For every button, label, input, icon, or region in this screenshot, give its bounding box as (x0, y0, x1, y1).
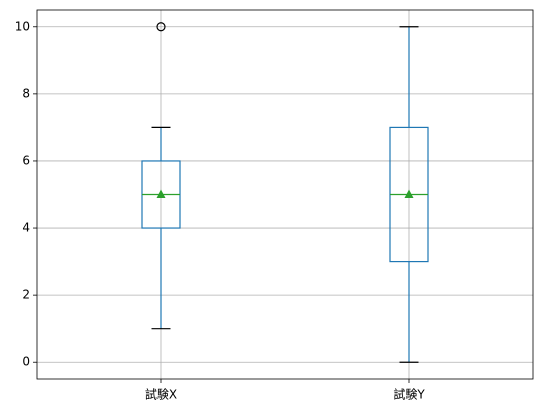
x-tick-label: 試験Y (393, 387, 425, 402)
y-tick-label: 2 (22, 288, 30, 302)
y-tick-label: 4 (22, 221, 30, 235)
outlier (156, 22, 166, 32)
y-tick-label: 6 (22, 153, 30, 167)
y-tick-label: 0 (22, 355, 30, 369)
y-tick-label: 10 (15, 19, 30, 33)
mean-marker (404, 189, 414, 198)
x-tick-label: 試験X (145, 387, 177, 402)
mean-marker (156, 189, 166, 198)
plot-frame (36, 9, 534, 380)
y-tick-label: 8 (22, 86, 30, 100)
